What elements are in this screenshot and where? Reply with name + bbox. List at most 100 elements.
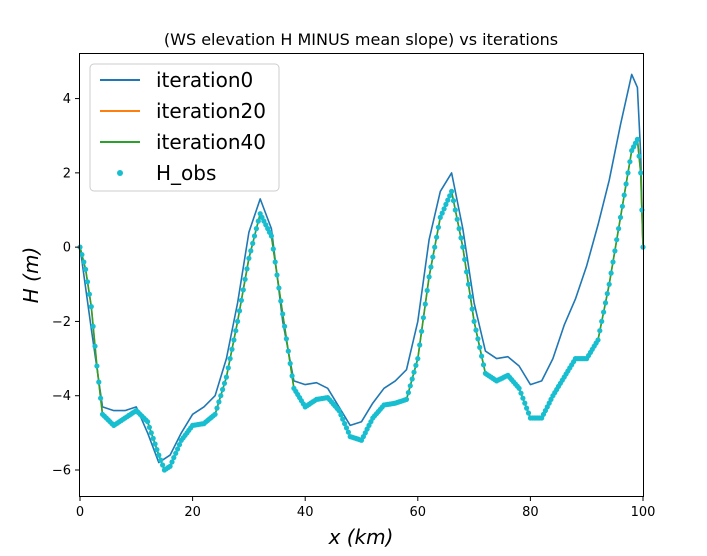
obs-point xyxy=(415,356,421,362)
y-tick-label: 2 xyxy=(63,166,71,181)
x-tick-label: 40 xyxy=(297,505,314,520)
obs-point xyxy=(246,255,252,261)
obs-point xyxy=(220,386,226,393)
obs-point xyxy=(469,306,475,312)
x-tick-label: 60 xyxy=(410,505,427,520)
obs-point xyxy=(238,297,244,303)
obs-point xyxy=(403,396,410,402)
legend-swatch-H_obs xyxy=(117,170,123,176)
obs-point xyxy=(426,274,432,280)
obs-point xyxy=(90,323,96,329)
series-line-iteration0 xyxy=(79,73,644,464)
obs-point xyxy=(430,254,436,260)
y-axis-label: H (m) xyxy=(19,247,43,303)
obs-point xyxy=(458,235,464,241)
obs-point xyxy=(255,218,261,224)
obs-point xyxy=(464,269,470,275)
obs-point xyxy=(597,328,603,334)
obs-point xyxy=(419,328,425,334)
obs-point xyxy=(625,170,631,176)
obs-point xyxy=(283,336,289,342)
obs-point xyxy=(407,383,413,389)
obs-point xyxy=(145,419,151,425)
obs-point xyxy=(437,214,443,220)
obs-point xyxy=(439,210,445,216)
obs-point xyxy=(409,376,415,382)
obs-point xyxy=(214,405,220,411)
obs-point xyxy=(636,153,642,159)
obs-point xyxy=(160,462,166,468)
obs-point xyxy=(225,365,231,371)
obs-point xyxy=(462,256,468,263)
obs-point xyxy=(79,252,85,258)
obs-point xyxy=(467,294,473,300)
obs-point xyxy=(92,343,98,349)
obs-point xyxy=(272,259,278,265)
obs-point xyxy=(231,337,237,343)
obs-point xyxy=(285,348,291,354)
obs-point xyxy=(449,188,455,194)
obs-point xyxy=(520,395,526,401)
obs-point xyxy=(599,318,605,324)
obs-point xyxy=(413,362,419,368)
obs-point xyxy=(154,447,160,453)
obs-point xyxy=(287,360,293,367)
obs-point xyxy=(240,287,246,293)
obs-point xyxy=(173,450,179,456)
obs-point xyxy=(221,380,228,386)
x-tick-label: 80 xyxy=(522,505,539,520)
obs-point xyxy=(158,457,164,463)
obs-point xyxy=(518,390,524,396)
obs-point xyxy=(250,240,256,246)
obs-point xyxy=(343,425,350,431)
x-axis: 0 20 40 60 80 100 xyxy=(76,496,655,520)
obs-point xyxy=(612,248,618,254)
obs-point xyxy=(525,410,532,416)
obs-point xyxy=(146,424,152,430)
obs-point xyxy=(475,336,481,342)
obs-point xyxy=(156,452,162,458)
obs-point xyxy=(428,264,434,270)
obs-point xyxy=(84,279,91,285)
legend-label-H_obs: H_obs xyxy=(156,161,216,185)
legend-label-iteration40: iteration40 xyxy=(156,130,266,154)
y-tick-label: 0 xyxy=(63,241,71,256)
obs-point xyxy=(336,408,342,414)
obs-point xyxy=(602,300,609,306)
obs-point xyxy=(604,291,610,297)
obs-point xyxy=(623,181,629,187)
obs-point xyxy=(227,356,233,362)
obs-point xyxy=(223,374,229,380)
plot-frame xyxy=(79,53,644,497)
obs-point xyxy=(235,318,241,324)
obs-point xyxy=(460,244,466,250)
obs-point xyxy=(176,442,183,448)
obs-point xyxy=(445,197,451,203)
y-tick-label: −2 xyxy=(52,315,71,330)
y-axis: −6 −4 −2 0 2 4 xyxy=(52,92,80,479)
obs-point xyxy=(81,259,87,265)
obs-point xyxy=(229,346,235,352)
obs-point xyxy=(244,266,250,272)
obs-point xyxy=(608,270,614,276)
obs-point xyxy=(270,246,276,252)
obs-point xyxy=(88,304,94,310)
obs-point xyxy=(454,216,460,222)
obs-point xyxy=(405,390,411,396)
obs-point xyxy=(610,259,616,265)
obs-point xyxy=(616,226,622,232)
obs-point xyxy=(595,337,601,343)
obs-point xyxy=(268,233,274,239)
obs-point xyxy=(289,373,295,379)
obs-point xyxy=(150,435,156,441)
obs-point xyxy=(253,226,259,232)
obs-point xyxy=(417,342,423,348)
chart-title: (WS elevation H MINUS mean slope) vs ite… xyxy=(164,30,558,49)
obs-point xyxy=(443,201,449,207)
obs-point xyxy=(345,429,351,435)
obs-point xyxy=(606,281,612,287)
obs-point xyxy=(94,363,100,369)
obs-point xyxy=(456,226,462,232)
obs-point xyxy=(619,203,626,209)
